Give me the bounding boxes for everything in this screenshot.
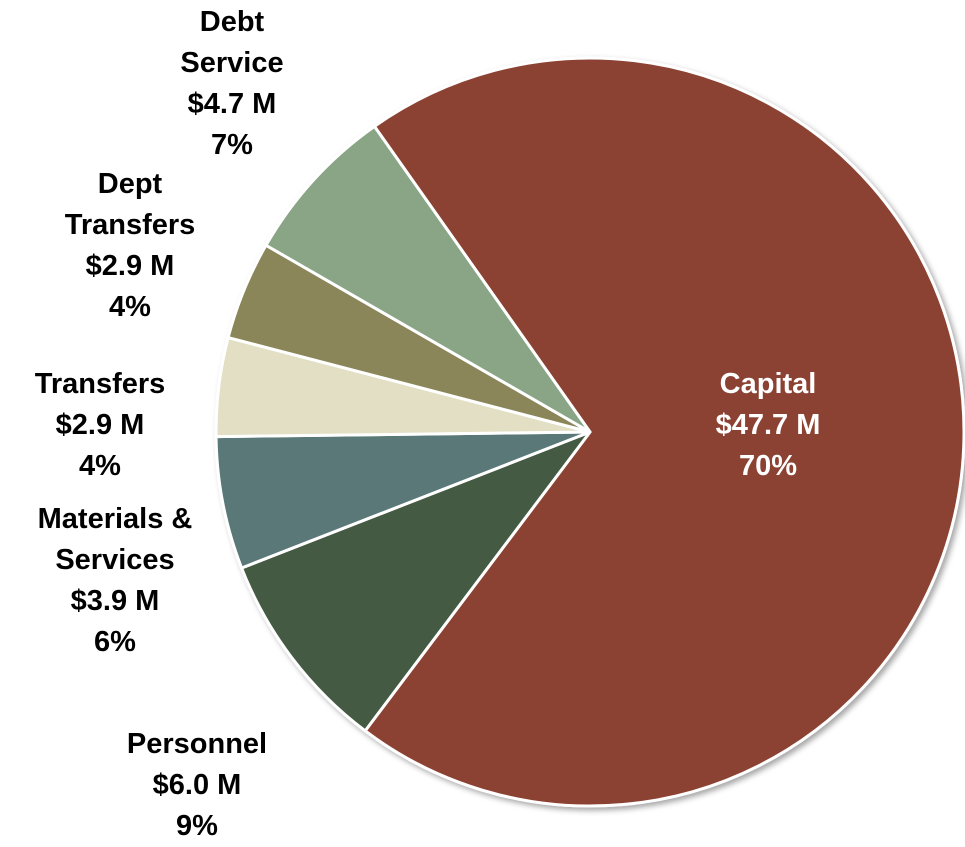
slice-label: Transfers $2.9 M 4% [10, 364, 190, 487]
percent-label: 7% [211, 129, 253, 161]
category-name: Debt Service [180, 6, 284, 79]
category-name: Capital [719, 368, 817, 400]
value-label: $4.7 M [187, 88, 277, 120]
percent-label: 4% [79, 450, 121, 482]
slice-label: Debt Service $4.7 M 7% [157, 2, 307, 166]
slice-label: Dept Transfers $2.9 M 4% [40, 164, 220, 328]
category-name: Transfers [34, 368, 166, 400]
value-label: $47.7 M [715, 409, 821, 441]
slice-label: Capital $47.7 M 70% [668, 364, 868, 487]
value-label: $3.9 M [70, 585, 160, 617]
category-name: Dept Transfers [64, 168, 196, 241]
pie-slice [240, 430, 592, 733]
value-label: $2.9 M [85, 250, 175, 282]
pie-slice [214, 430, 592, 570]
pie-slice [363, 56, 965, 808]
slice-label: Materials & Services $3.9 M 6% [10, 499, 220, 663]
slice-label: Personnel $6.0 M 9% [87, 724, 307, 847]
value-label: $6.0 M [152, 769, 242, 801]
percent-label: 6% [94, 626, 136, 658]
pie [214, 56, 965, 808]
percent-label: 70% [738, 450, 798, 482]
value-label: $2.9 M [55, 409, 145, 441]
percent-label: 9% [176, 810, 218, 842]
pie-slice [264, 124, 592, 434]
percent-label: 4% [109, 291, 151, 323]
category-name: Personnel [126, 728, 268, 760]
category-name: Materials & Services [37, 503, 193, 576]
